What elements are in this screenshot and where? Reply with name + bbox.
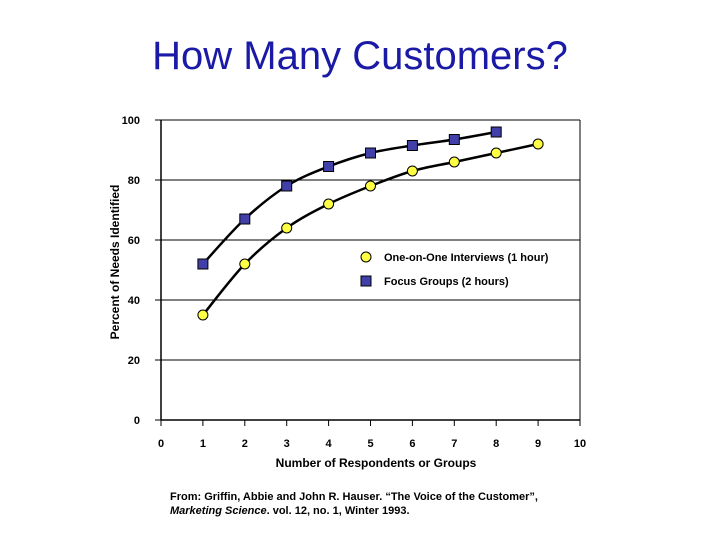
x-tick-label: 5 xyxy=(367,438,373,450)
interviews-point xyxy=(406,165,418,177)
y-tick-label: 100 xyxy=(122,115,140,127)
focus-groups-point xyxy=(448,134,460,145)
legend-marker-interviews xyxy=(360,251,372,263)
interviews-point xyxy=(239,258,251,270)
y-tick-label: 20 xyxy=(128,355,140,367)
x-tick-label: 1 xyxy=(200,438,206,450)
axes xyxy=(155,119,581,426)
y-tick-label: 80 xyxy=(128,175,140,187)
series-layer xyxy=(197,126,544,321)
x-tick-label: 6 xyxy=(409,438,415,450)
x-tick-label: 8 xyxy=(493,438,499,450)
interviews-point xyxy=(281,222,293,234)
focus-groups-point xyxy=(490,126,502,138)
focus-groups-point xyxy=(323,161,335,172)
source-journal: Marketing Science xyxy=(170,505,267,517)
legend-label: Focus Groups (2 hours) xyxy=(384,276,509,288)
source-citation: From: Griffin, Abbie and John R. Hauser.… xyxy=(170,490,690,518)
focus-groups-point xyxy=(406,140,418,151)
interviews-point xyxy=(323,198,335,210)
legend-box xyxy=(351,242,576,294)
x-tick-label: 10 xyxy=(574,438,586,450)
x-tick-label: 7 xyxy=(451,438,457,450)
focus-groups-point xyxy=(239,213,251,225)
interviews-point xyxy=(365,180,376,192)
focus-groups-point xyxy=(281,180,293,192)
focus-groups-point xyxy=(365,147,376,159)
y-tick-label: 0 xyxy=(134,415,140,427)
slide-title: How Many Customers? xyxy=(152,34,568,78)
source-suffix: . vol. 12, no. 1, Winter 1993. xyxy=(266,505,410,517)
y-tick-label: 40 xyxy=(128,295,140,307)
x-tick-label: 9 xyxy=(535,438,541,450)
grid-lines xyxy=(161,119,580,361)
interviews-point xyxy=(448,156,460,168)
legend: One-on-One Interviews (1 hour) Focus Grou… xyxy=(351,242,576,294)
x-tick-label: 4 xyxy=(326,438,333,450)
legend-marker-focus-groups xyxy=(360,275,372,287)
x-axis-label: Number of Respondents or Groups xyxy=(276,456,477,470)
tick-labels: 0 20 40 60 80 100 0 1 2 3 4 5 6 7 8 9 10 xyxy=(122,115,586,450)
x-tick-label: 3 xyxy=(284,438,290,450)
source-prefix: From: Griffin, Abbie and John R. Hauser.… xyxy=(170,491,538,503)
interviews-point xyxy=(532,138,544,150)
interviews-point xyxy=(197,309,209,321)
focus-groups-point xyxy=(197,258,209,270)
legend-label: One-on-One Interviews (1 hour) xyxy=(384,252,549,264)
y-tick-label: 60 xyxy=(128,235,140,247)
y-axis-label: Percent of Needs Identified xyxy=(108,185,122,340)
interviews-point xyxy=(490,147,502,159)
x-tick-label: 2 xyxy=(242,438,248,450)
x-tick-label: 0 xyxy=(158,438,164,450)
